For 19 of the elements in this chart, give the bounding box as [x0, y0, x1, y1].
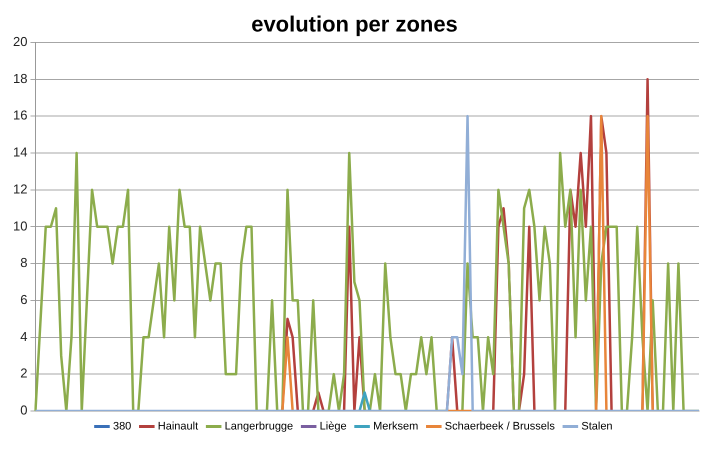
legend-label: Liège [320, 420, 347, 433]
y-tick-label: 12 [12, 181, 28, 196]
y-tick-label: 0 [20, 402, 28, 418]
y-tick-label: 6 [20, 292, 28, 307]
legend-label: Stalen [581, 420, 613, 433]
legend-label: Merksem [373, 420, 418, 433]
y-tick-label: 18 [12, 70, 28, 86]
y-tick-label: 14 [12, 144, 28, 160]
y-tick-label: 10 [12, 218, 28, 234]
legend-label: 380 [112, 420, 132, 433]
legend-label: Hainault [158, 420, 198, 433]
y-tick-label: 2 [20, 366, 28, 381]
y-tick-label: 16 [12, 108, 28, 123]
chart-title: evolution per zones [251, 11, 458, 36]
y-tick-label: 20 [12, 34, 28, 49]
y-tick-label: 8 [20, 255, 28, 270]
legend-label: Langerbrugge [224, 420, 294, 433]
legend-label: Schaerbeek / Brussels [444, 420, 556, 433]
y-tick-label: 4 [20, 328, 28, 344]
